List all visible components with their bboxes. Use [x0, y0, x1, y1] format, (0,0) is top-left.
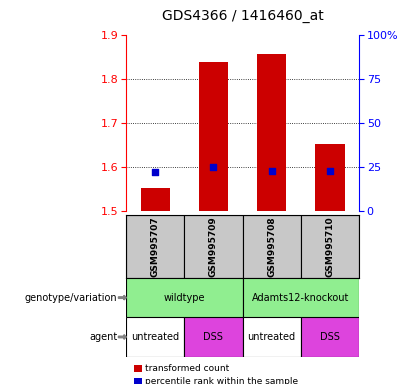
Text: GSM995708: GSM995708 [267, 217, 276, 277]
Point [210, 164, 217, 170]
Text: GSM995707: GSM995707 [151, 216, 160, 277]
Text: genotype/variation: genotype/variation [25, 293, 118, 303]
Bar [243, 317, 301, 357]
Point [152, 169, 158, 175]
Text: DSS: DSS [320, 332, 340, 342]
Point [268, 167, 275, 174]
Text: untreated: untreated [131, 332, 179, 342]
Bar [301, 215, 359, 278]
Bar [301, 317, 359, 357]
Text: Adamts12-knockout: Adamts12-knockout [252, 293, 349, 303]
Bar [257, 55, 286, 211]
Text: GSM995710: GSM995710 [326, 217, 334, 277]
Bar [315, 144, 344, 211]
Text: wildtype: wildtype [163, 293, 205, 303]
Bar [199, 62, 228, 211]
Bar [184, 215, 242, 278]
Bar [126, 215, 184, 278]
Text: untreated: untreated [248, 332, 296, 342]
Bar [184, 317, 242, 357]
Bar [141, 188, 170, 211]
Text: GSM995709: GSM995709 [209, 216, 218, 277]
Text: GDS4366 / 1416460_at: GDS4366 / 1416460_at [162, 9, 323, 23]
Text: transformed count: transformed count [145, 364, 229, 373]
Point [327, 167, 333, 174]
Text: percentile rank within the sample: percentile rank within the sample [145, 377, 298, 384]
Bar [126, 317, 184, 357]
Text: DSS: DSS [203, 332, 223, 342]
Text: agent: agent [89, 332, 118, 342]
Bar [243, 215, 301, 278]
Bar [243, 278, 359, 317]
Bar [126, 278, 243, 317]
